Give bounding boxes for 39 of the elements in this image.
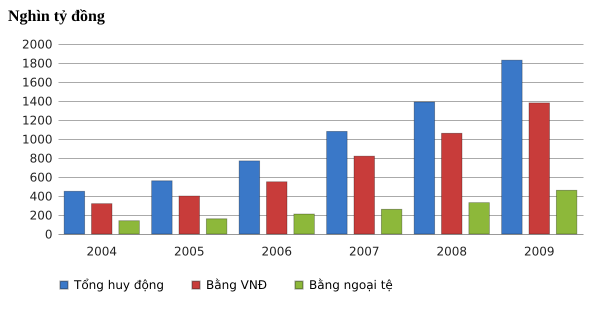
bar (91, 203, 112, 234)
x-tick-label: 2008 (436, 244, 468, 258)
bar (151, 180, 173, 234)
chart-title: Nghìn tỷ đồng (8, 8, 105, 25)
y-tick-label: 200 (30, 208, 52, 222)
bar (501, 60, 523, 234)
bar (380, 208, 402, 234)
bar (414, 102, 436, 234)
bar (441, 132, 462, 234)
bar (266, 181, 288, 234)
bar (118, 220, 140, 234)
x-tick-label: 2005 (174, 244, 205, 258)
y-tick-label: 1400 (22, 94, 52, 108)
bar (64, 190, 86, 234)
y-tick-label: 600 (30, 170, 52, 184)
bar (293, 214, 315, 234)
x-tick-label: 2007 (348, 244, 380, 258)
legend-label: Bằng ngoại tệ (309, 278, 393, 292)
bar (178, 196, 200, 234)
y-tick-label: 0 (44, 228, 52, 242)
bar (468, 202, 490, 234)
y-tick-label: 2000 (22, 38, 52, 52)
bar (556, 190, 578, 234)
y-tick-label: 400 (30, 190, 52, 204)
x-tick-label: 2006 (261, 244, 292, 258)
legend-label: Tổng huy động (73, 278, 164, 292)
x-tick-label: 2004 (86, 244, 118, 258)
y-tick-label: 800 (30, 152, 52, 166)
y-tick-label: 1000 (22, 132, 52, 146)
x-tick-label: 2009 (524, 244, 555, 258)
y-tick-label: 1800 (22, 56, 52, 70)
bar (528, 102, 550, 234)
legend-label: Bằng VNĐ (206, 278, 268, 292)
bar (206, 218, 228, 234)
bar (354, 156, 375, 234)
bar (326, 131, 348, 234)
bar (238, 160, 260, 234)
y-tick-label: 1200 (22, 114, 52, 128)
y-tick-label: 1600 (22, 76, 52, 90)
